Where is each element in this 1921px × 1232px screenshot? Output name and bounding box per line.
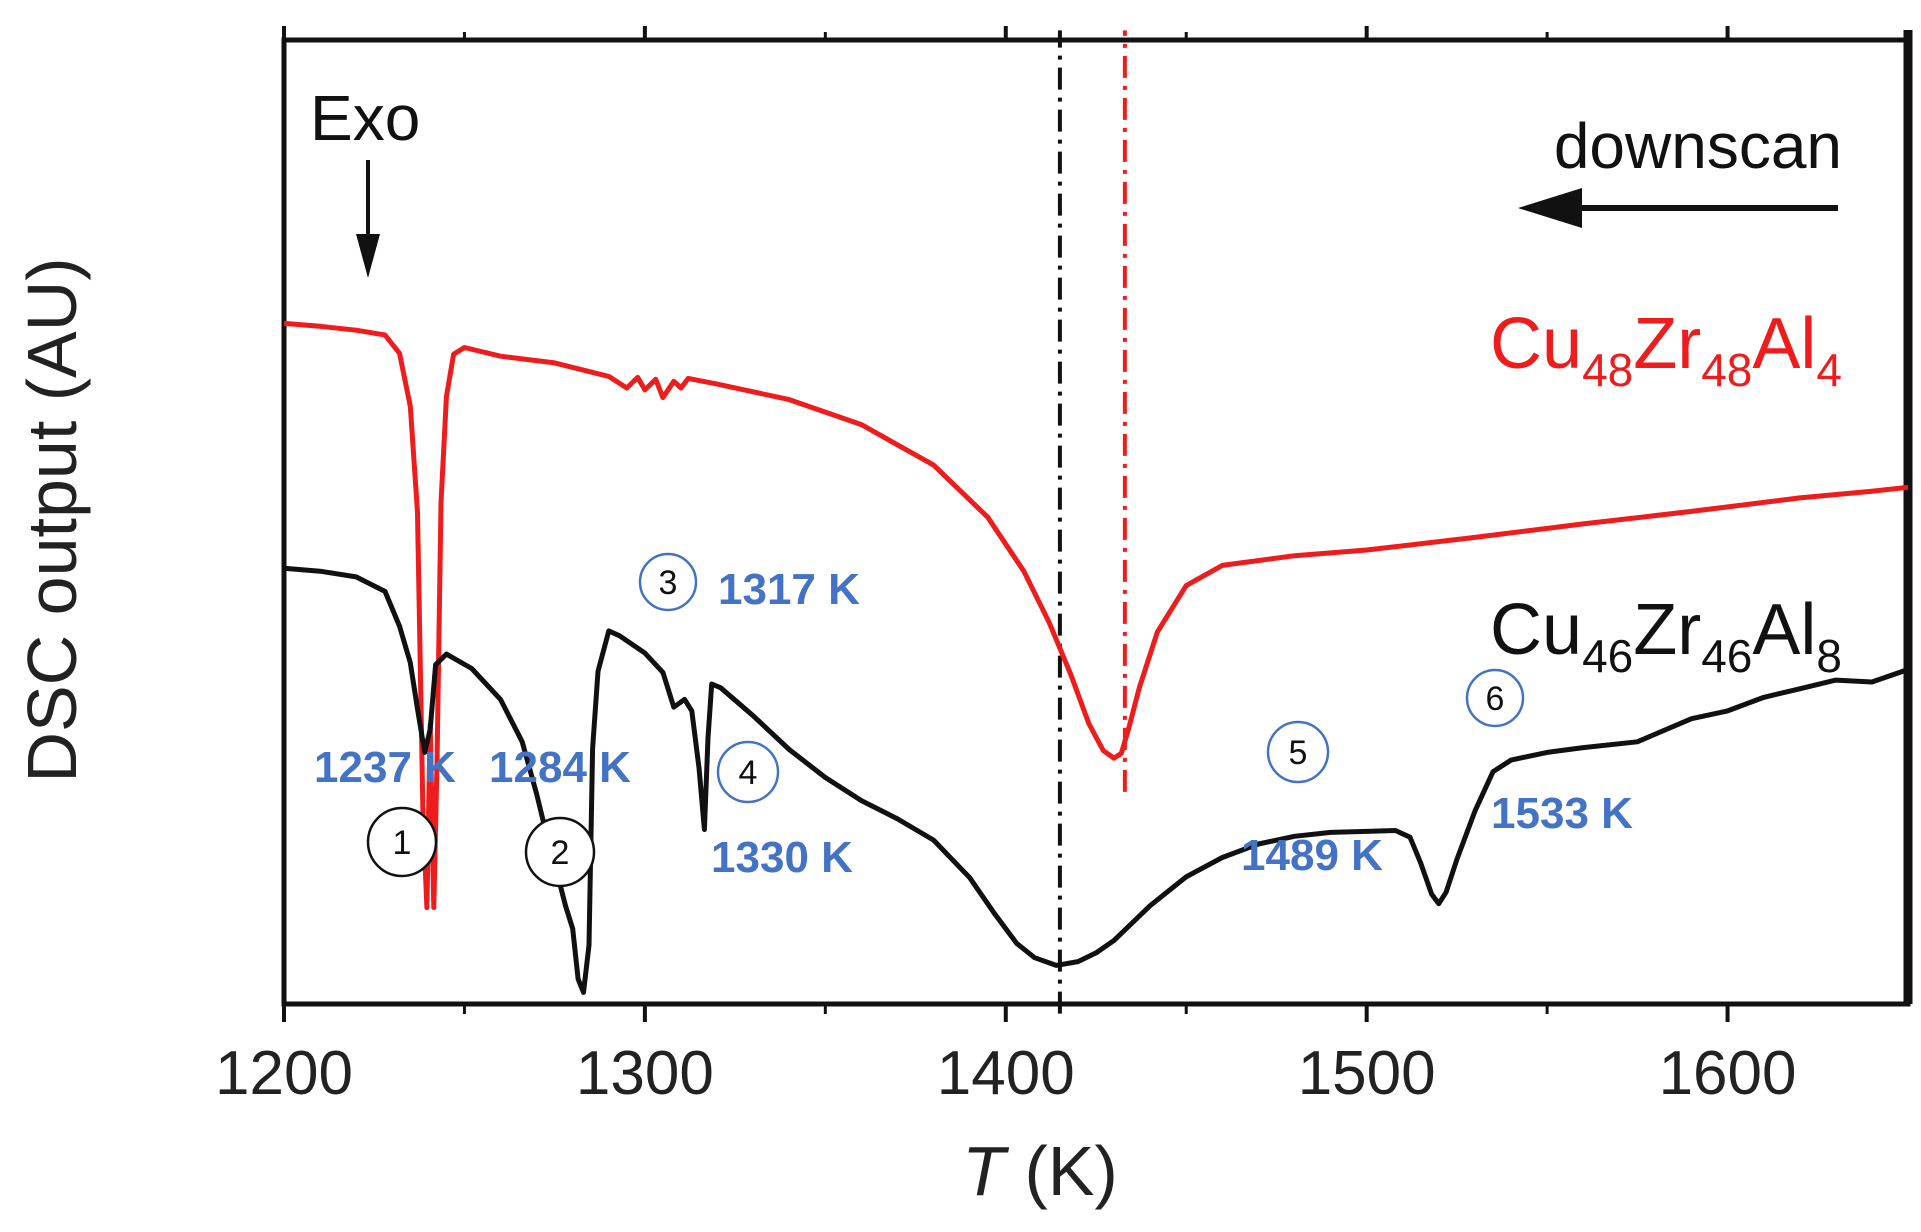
peak-4-number: 4 (739, 754, 758, 792)
peak-label-6: 6 1533 K (1465, 668, 1633, 838)
series-line-cu46zr46al8 (283, 565, 1909, 995)
x-tick-label-1600: 1600 (1659, 1039, 1797, 1108)
peak-5-temp: 1489 K (1241, 831, 1383, 880)
y-axis-title: DSC output (AU) (13, 257, 91, 782)
downscan-arrow-head (1518, 188, 1582, 228)
peak-5-number: 5 (1289, 734, 1308, 772)
peak-2-number: 2 (551, 834, 570, 872)
x-tick-label-1400: 1400 (937, 1039, 1075, 1108)
peak-4-circle (716, 740, 780, 804)
peak-label-2: 2 1284 K (489, 743, 631, 888)
exo-label: Exo (310, 82, 420, 154)
downscan-label: downscan (1554, 110, 1842, 182)
peak-4-temp: 1330 K (711, 833, 853, 882)
series-label-cu48zr48al4: Cu48Zr48Al4 (1490, 304, 1842, 396)
series-line-cu48zr48al4 (283, 320, 1909, 911)
x-axis-ticks: 1200 1300 1400 1500 1600 (215, 26, 1797, 1108)
peak-6-temp: 1533 K (1491, 789, 1633, 838)
peak-2-circle (524, 816, 596, 888)
series-label-cu46zr46al8: Cu46Zr46Al8 (1490, 590, 1842, 682)
series-group (283, 320, 1909, 995)
peak-1-temp: 1237 K (314, 743, 456, 792)
peak-3-number: 3 (659, 564, 678, 602)
peak-5-circle (1266, 720, 1330, 784)
peak-1-number: 1 (393, 824, 412, 862)
peak-label-1: 1 1237 K (314, 743, 456, 878)
x-axis-title: T (K) (962, 1132, 1118, 1210)
exo-arrow-head (356, 234, 380, 278)
peak-label-3: 3 1317 K (638, 552, 860, 614)
peak-6-number: 6 (1486, 680, 1505, 718)
peak-label-5: 5 1489 K (1241, 720, 1383, 880)
peak-3-circle (638, 552, 698, 612)
x-tick-label-1500: 1500 (1298, 1039, 1436, 1108)
x-tick-label-1300: 1300 (576, 1039, 714, 1108)
peak-2-temp: 1284 K (489, 743, 631, 792)
peak-6-circle (1465, 668, 1525, 728)
vertical-reference-lines (1057, 30, 1127, 1014)
peak-label-4: 4 1330 K (711, 740, 853, 882)
peak-1-circle (366, 806, 438, 878)
peak-3-temp: 1317 K (718, 565, 860, 614)
x-tick-label-1200: 1200 (215, 1039, 353, 1108)
